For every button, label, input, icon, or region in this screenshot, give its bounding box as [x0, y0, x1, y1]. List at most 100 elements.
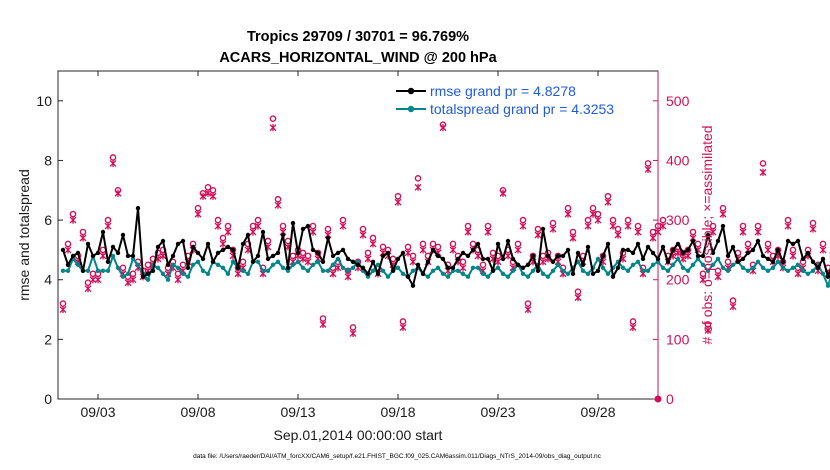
spread-point — [460, 271, 466, 276]
rmse-point — [115, 250, 121, 256]
spread-point — [375, 262, 381, 267]
rmse-point — [330, 253, 336, 259]
obs-assimilated-point — [404, 249, 412, 257]
rmse-point — [230, 247, 236, 253]
x-tick-label: 09/08 — [180, 404, 215, 420]
rmse-point — [235, 265, 241, 270]
obs-assimilated-point — [714, 273, 722, 281]
rmse-point — [695, 253, 701, 259]
obs-assimilated-point — [654, 228, 662, 236]
spread-point — [540, 271, 546, 276]
obs-possible-point — [414, 175, 422, 182]
obs-assimilated-point — [659, 222, 667, 230]
spread-point — [160, 271, 166, 276]
spread-point — [435, 265, 441, 270]
rmse-point — [65, 262, 71, 267]
rmse-point — [380, 253, 386, 259]
spread-point — [310, 262, 316, 267]
obs-assimilated-point — [719, 210, 727, 218]
obs-assimilated-point — [504, 252, 512, 260]
obs-assimilated-point — [499, 189, 507, 197]
obs-assimilated-point — [359, 231, 367, 239]
spread-point — [680, 265, 686, 270]
obs-assimilated-point — [94, 276, 102, 284]
obs-assimilated-point — [254, 222, 262, 230]
obs-assimilated-point — [519, 222, 527, 230]
obs-possible-point — [269, 115, 277, 123]
rmse-point — [285, 265, 291, 270]
rmse-point — [240, 241, 246, 247]
y-axis-left-label: rmse and totalspread — [16, 169, 32, 301]
obs-possible-point — [724, 258, 732, 266]
obs-assimilated-point — [564, 210, 572, 218]
spread-point — [550, 268, 556, 273]
rmse-point — [565, 247, 571, 253]
spread-point — [440, 271, 446, 276]
rmse-point — [280, 232, 286, 238]
spread-point — [585, 271, 591, 276]
obs-possible-point — [789, 246, 797, 254]
obs-possible-point — [714, 267, 722, 275]
x-tick-label: 09/23 — [480, 404, 515, 420]
rmse-point — [750, 247, 756, 253]
spread-point — [95, 268, 101, 273]
rmse-point — [390, 268, 396, 273]
rmse-point — [340, 247, 346, 253]
spread-point — [595, 256, 601, 262]
rmse-point — [725, 253, 731, 259]
rmse-point — [740, 256, 746, 262]
obs-assimilated-point — [589, 210, 597, 218]
rmse-point — [320, 259, 326, 264]
end-marker — [654, 395, 662, 403]
spread-point — [270, 262, 276, 267]
rmse-point — [560, 253, 566, 259]
rmse-point — [470, 247, 476, 253]
rmse-point — [475, 241, 481, 247]
rmse-point — [75, 250, 81, 256]
chart-title-line2: ACARS_HORIZONTAL_WIND @ 200 hPa — [219, 50, 497, 66]
spread-point — [480, 271, 486, 276]
obs-assimilated-point — [399, 323, 407, 332]
obs-assimilated-point — [704, 326, 712, 335]
obs-assimilated-point — [439, 124, 447, 132]
rmse-point — [365, 271, 371, 276]
rmse-point — [400, 250, 406, 256]
rmse-point — [710, 250, 716, 256]
spread-point — [190, 262, 196, 267]
rmse-point — [665, 259, 671, 264]
spread-point — [325, 268, 331, 273]
obs-assimilated-point — [104, 222, 112, 230]
rmse-point — [460, 250, 466, 256]
spread-point — [825, 283, 830, 288]
rmse-point — [685, 247, 691, 253]
rmse-point — [395, 256, 401, 262]
obs-assimilated-point — [329, 270, 337, 278]
spread-point — [485, 274, 491, 279]
rmse-point — [270, 253, 276, 259]
rmse-point — [155, 244, 161, 250]
spread-point — [750, 265, 756, 270]
spread-point — [195, 259, 201, 264]
y-axis-left-ticks: 0 2 4 6 8 10 — [36, 93, 63, 407]
spread-point — [765, 268, 771, 273]
rmse-point — [305, 223, 311, 229]
rmse-point — [745, 250, 751, 256]
obs-possible-point — [759, 160, 767, 167]
rmse-point — [590, 271, 596, 276]
obs-assimilated-point — [584, 222, 592, 230]
obs-assimilated-point — [524, 305, 532, 314]
spread-point — [745, 268, 751, 273]
rmse-point — [415, 262, 421, 267]
spread-point — [700, 262, 706, 267]
spread-point — [510, 268, 516, 273]
rmse-point — [505, 238, 511, 244]
rmse-point — [170, 253, 176, 259]
obs-assimilated-point — [789, 252, 797, 260]
obs-assimilated-point — [204, 189, 212, 197]
obs-possible-point — [754, 222, 762, 230]
rmse-point — [410, 283, 416, 288]
obs-assimilated-point — [414, 183, 422, 191]
rmse-point — [70, 253, 76, 259]
rmse-point — [480, 256, 486, 262]
obs-assimilated-point — [214, 222, 222, 230]
